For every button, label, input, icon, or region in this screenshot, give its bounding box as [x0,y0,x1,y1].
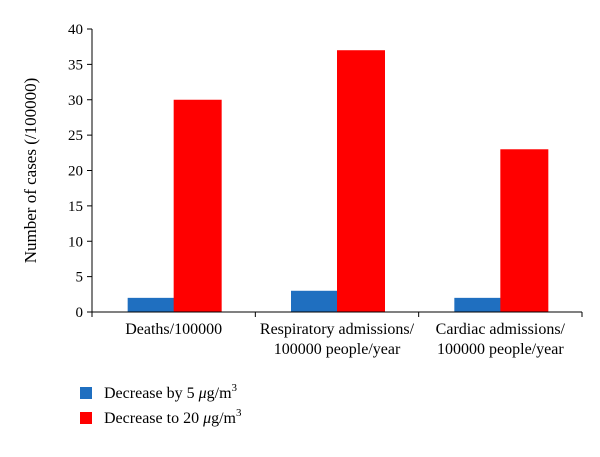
y-tick-label: 35 [68,57,83,73]
legend-swatch-series1 [80,387,92,399]
labels: 0 5 10 15 20 25 30 35 40 Deaths/100000 Respiratory… [21,22,566,358]
y-axis-title: Number of cases (/100000) [21,78,40,264]
bars [127,50,549,312]
bar-series2-cat2 [337,50,385,312]
bar-series1-cat1 [127,297,176,312]
legend-label-series2: Decrease to 20 μg/m3 [104,407,242,427]
legend: Decrease by 5 μg/m3 Decrease to 20 μg/m3 [80,382,242,427]
x-category-label: Deaths/100000 [125,321,222,338]
y-tick-label: 10 [68,234,83,250]
y-tick-label: 20 [68,164,83,180]
y-tick-label: 40 [68,22,83,38]
y-tick-label: 15 [68,199,83,215]
bar-series1-cat3 [454,297,503,312]
bar-series1-cat2 [291,290,339,312]
x-category-label: Respiratory admissions/100000 people/yea… [260,321,415,358]
legend-label-series1: Decrease by 5 μg/m3 [104,382,238,402]
bar-series2-cat3 [500,149,549,312]
x-category-label: Cardiac admissions/100000 people/year [436,321,566,358]
y-tick-label: 0 [76,305,84,321]
y-tick-label: 30 [68,93,83,109]
axes [87,28,583,317]
y-tick-label: 25 [68,128,83,144]
legend-swatch-series2 [80,412,92,424]
bar-series2-cat1 [173,99,222,312]
y-tick-label: 5 [76,270,84,286]
